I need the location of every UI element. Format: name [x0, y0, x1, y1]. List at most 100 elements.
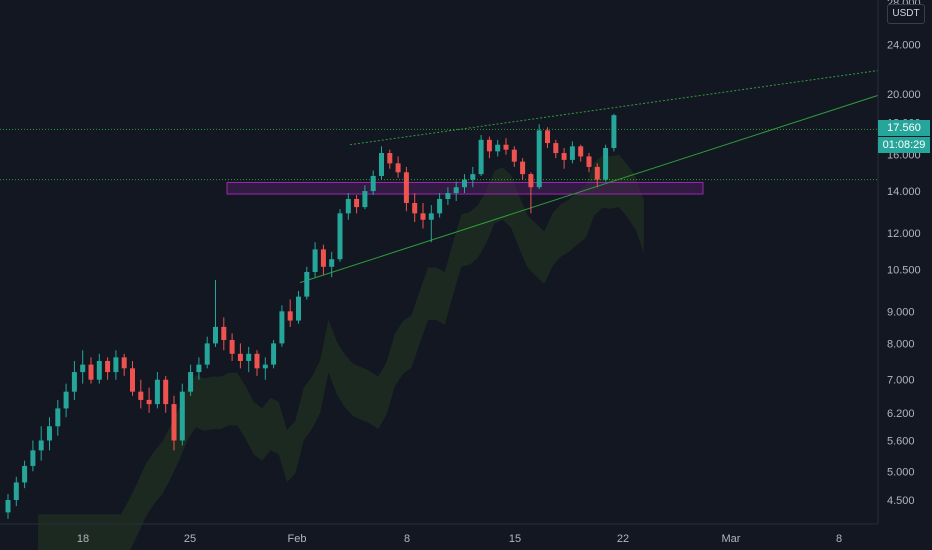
price-tick: 5.600 [887, 435, 915, 447]
candle [254, 350, 260, 376]
candle [520, 158, 526, 180]
candle [362, 185, 368, 210]
candle [271, 340, 277, 369]
candle [412, 193, 418, 222]
candle [5, 494, 11, 519]
candle [196, 357, 202, 380]
date-tick: 18 [77, 533, 89, 545]
lower-trendline[interactable] [299, 94, 879, 284]
candle [237, 343, 243, 369]
date-tick: 8 [836, 533, 842, 545]
date-tick: 8 [404, 533, 410, 545]
price-tick: 20.000 [887, 89, 921, 101]
candle [55, 399, 61, 436]
ichimoku-cloud [38, 154, 644, 550]
candle [603, 144, 609, 182]
candle [370, 170, 376, 195]
candle [246, 346, 252, 373]
candle [553, 139, 559, 159]
candle [569, 141, 575, 164]
candle [88, 357, 94, 384]
candle [495, 139, 501, 157]
date-tick: 22 [617, 533, 629, 545]
candle [379, 146, 384, 180]
candle [594, 163, 600, 188]
date-tick: Feb [288, 533, 307, 545]
candle [403, 166, 409, 212]
candle [287, 299, 293, 327]
candle [329, 251, 335, 278]
candle [470, 166, 476, 188]
candle [354, 194, 360, 214]
candle [47, 417, 52, 451]
candle [105, 357, 111, 380]
date-tick: Mar [722, 533, 741, 545]
candle [22, 460, 28, 489]
candle [213, 279, 218, 347]
price-tick: 14.000 [887, 186, 921, 198]
candle [63, 383, 69, 418]
candle [611, 113, 617, 152]
countdown-tag: 01:08:29 [878, 137, 930, 153]
candle [312, 242, 318, 278]
candle [138, 379, 144, 409]
price-tick: 8.000 [887, 338, 915, 350]
candle [113, 350, 119, 380]
candles [5, 113, 617, 519]
candle [503, 138, 509, 155]
candle [262, 357, 268, 380]
candle [71, 360, 77, 400]
price-tick: 4.500 [887, 495, 915, 507]
candle [229, 333, 235, 361]
candle [387, 149, 393, 169]
price-tick: 7.000 [887, 375, 915, 387]
candle [13, 476, 19, 507]
date-tick: 25 [184, 533, 196, 545]
candle [188, 364, 194, 396]
candle [545, 127, 550, 149]
candle [154, 372, 160, 409]
candle [96, 353, 102, 384]
candle [130, 360, 135, 396]
trendlines[interactable] [299, 70, 879, 284]
candle [462, 174, 467, 194]
upper-trendline[interactable] [349, 70, 879, 146]
candle [478, 135, 484, 176]
candle [121, 353, 127, 376]
candle [163, 375, 169, 413]
candle [337, 209, 343, 262]
candle [80, 350, 86, 384]
candle [528, 172, 534, 214]
candle [146, 387, 152, 413]
candle [486, 136, 492, 159]
cloud-band [38, 154, 644, 550]
candle [304, 266, 310, 300]
price-tick: 10.500 [887, 264, 921, 276]
candle [420, 203, 426, 229]
candle [345, 193, 351, 220]
price-tick: 9.000 [887, 306, 915, 318]
candle [428, 205, 434, 243]
candle [296, 290, 301, 324]
horizontal-lines[interactable] [0, 128, 878, 181]
candle [511, 146, 517, 167]
candle [204, 336, 210, 369]
currency-label[interactable]: USDT [887, 4, 925, 24]
last-price-tag: 17.560 [878, 120, 930, 136]
candle [437, 193, 443, 218]
price-tick: 5.000 [887, 466, 915, 478]
candle [279, 305, 285, 347]
candle [38, 426, 44, 461]
candle [395, 156, 401, 178]
candle [171, 395, 177, 451]
candle [536, 124, 542, 190]
time-axis[interactable]: 18 25 Feb 8 15 22 Mar 8 [77, 533, 842, 545]
candle [578, 144, 584, 162]
candle [320, 244, 326, 275]
candle [453, 181, 459, 201]
price-tick: 12.000 [887, 228, 921, 240]
candle [30, 440, 36, 472]
date-tick: 15 [509, 533, 521, 545]
